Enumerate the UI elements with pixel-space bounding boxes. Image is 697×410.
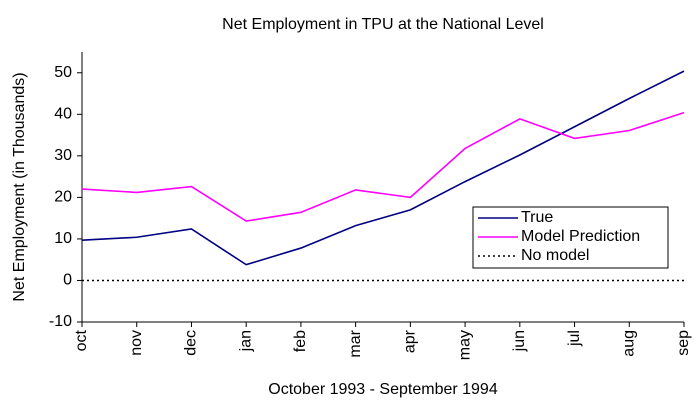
x-tick-label: sep [675, 330, 692, 356]
x-tick-label: feb [292, 330, 309, 352]
y-tick-label: -10 [49, 313, 72, 330]
x-tick-label: apr [402, 329, 419, 353]
y-tick-label: 0 [63, 272, 72, 289]
x-tick-label: dec [183, 330, 200, 356]
x-tick-label: nov [128, 330, 145, 356]
legend-label: Model Prediction [521, 228, 640, 245]
y-tick-label: 10 [54, 230, 72, 247]
series-line [81, 111, 685, 222]
y-axis-title: Net Employment (in Thousands) [11, 72, 28, 301]
x-axis-title: October 1993 - September 1994 [268, 381, 498, 398]
x-tick-label: jan [237, 330, 254, 352]
x-tick-label: oct [73, 329, 90, 351]
series-line [81, 70, 685, 266]
x-tick-label: aug [620, 330, 637, 357]
y-tick-label: 40 [54, 106, 72, 123]
x-tick-label: mar [347, 329, 364, 357]
x-tick-label: jun [511, 330, 528, 352]
y-tick-label: 20 [54, 189, 72, 206]
x-tick-label: jul [566, 330, 583, 347]
legend-label: No model [521, 247, 589, 264]
y-tick-label: 30 [54, 147, 72, 164]
y-tick-label: 50 [54, 64, 72, 81]
x-tick-label: may [456, 330, 473, 360]
chart-title: Net Employment in TPU at the National Le… [222, 16, 544, 33]
legend-label: True [521, 209, 553, 226]
